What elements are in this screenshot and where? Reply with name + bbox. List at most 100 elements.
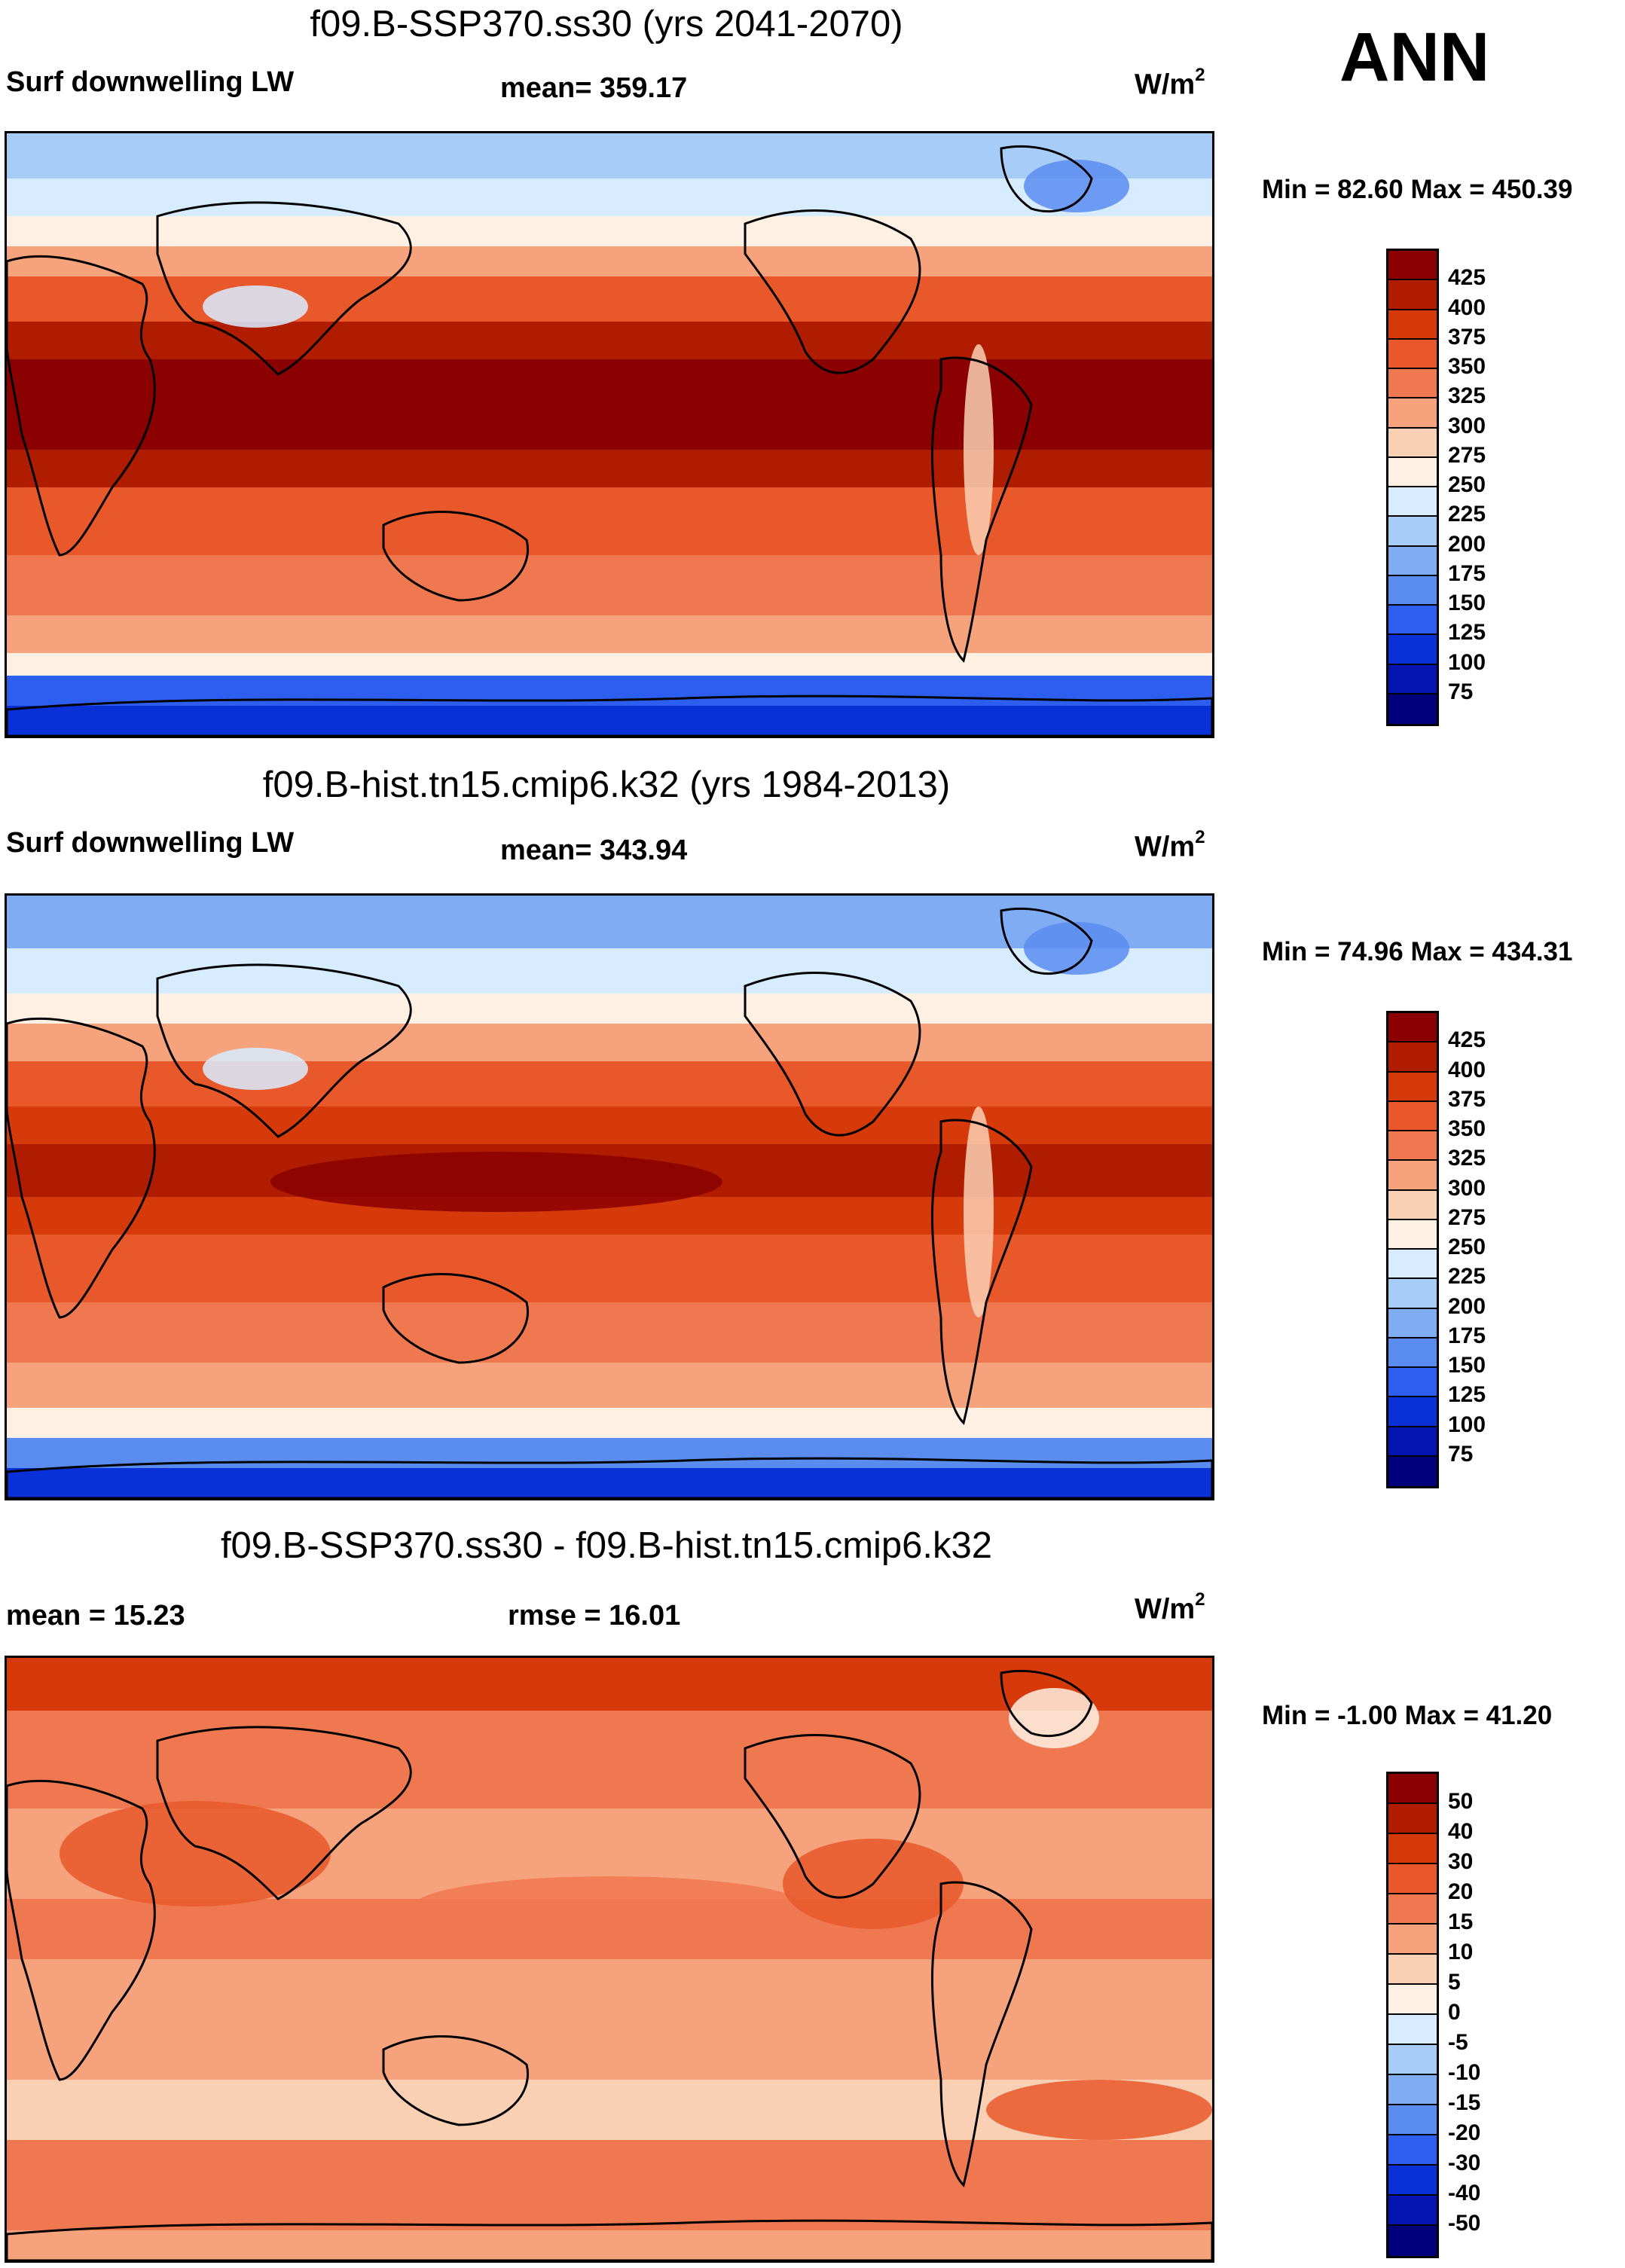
colorbar-tick-label: -30: [1448, 2150, 1481, 2175]
panel-3-title: f09.B-SSP370.ss30 - f09.B-hist.tn15.cmip…: [220, 1525, 993, 1566]
colorbar-swatch: [1388, 1368, 1437, 1398]
coastline: [930, 1881, 1033, 2187]
panel-3-rmse-label: rmse = 16.01: [508, 1600, 681, 1632]
colorbar-tick-label: 75: [1448, 1441, 1474, 1467]
colorbar-swatch: [1388, 2015, 1437, 2045]
coastline: [930, 1119, 1033, 1425]
colorbar-swatch: [1388, 428, 1437, 458]
panel-2-colorbar: [1386, 1011, 1439, 1488]
colorbar-tick-label: -10: [1448, 2060, 1481, 2085]
field-band: [7, 1658, 1212, 1711]
coastline: [156, 201, 412, 376]
coastline: [7, 1779, 156, 2081]
panel-1-map: [5, 131, 1214, 738]
colorbar-tick-label: 175: [1448, 1323, 1486, 1348]
panel-1-title: f09.B-SSP370.ss30 (yrs 2041-2070): [310, 4, 903, 44]
colorbar-swatch: [1388, 1072, 1437, 1102]
field-band: [7, 246, 1212, 276]
field-blob: [964, 344, 994, 555]
colorbar-tick-label: 325: [1448, 1146, 1486, 1171]
colorbar-tick-label: -15: [1448, 2090, 1481, 2115]
field-blob: [60, 1801, 331, 1906]
colorbar-tick-label: 350: [1448, 354, 1486, 379]
panel-2-map-svg: [7, 896, 1212, 1498]
field-band: [7, 706, 1212, 736]
panel-3-min-max: Min = -1.00 Max = 41.20: [1262, 1701, 1553, 1730]
colorbar-swatch: [1388, 1955, 1437, 1985]
colorbar-swatch: [1388, 2105, 1437, 2135]
field-band: [7, 1302, 1212, 1363]
colorbar-swatch: [1388, 310, 1437, 340]
coastline: [382, 511, 529, 602]
coastline: [1000, 145, 1093, 213]
colorbar-tick-label: 275: [1448, 1204, 1486, 1230]
colorbar-swatch: [1388, 1042, 1437, 1073]
field-band: [7, 133, 1212, 179]
colorbar-tick-label: 350: [1448, 1116, 1486, 1141]
colorbar-tick-label: 300: [1448, 413, 1486, 438]
field-band: [7, 179, 1212, 216]
field-band: [7, 450, 1212, 487]
colorbar-swatch: [1388, 339, 1437, 369]
field-blob: [414, 1876, 805, 1937]
colorbar-swatch: [1388, 1774, 1437, 1804]
colorbar-tick-label: 300: [1448, 1175, 1486, 1201]
panel-2-map: [5, 893, 1214, 1500]
panel-3-mean-label: mean = 15.23: [6, 1600, 185, 1632]
colorbar-swatch: [1388, 546, 1437, 576]
season-label: ANN: [1339, 19, 1490, 96]
colorbar-tick-label: 20: [1448, 1879, 1474, 1904]
colorbar-tick-label: 100: [1448, 649, 1486, 675]
colorbar-swatch: [1388, 1894, 1437, 1925]
coastline: [7, 1457, 1212, 1498]
panel-2-unit-label: W/m2: [1135, 827, 1205, 863]
field-blob: [986, 2080, 1212, 2140]
colorbar-swatch: [1388, 1279, 1437, 1309]
coastline: [382, 2035, 529, 2126]
colorbar-tick-label: -5: [1448, 2030, 1468, 2055]
field-band: [7, 615, 1212, 653]
field-blob: [1024, 160, 1129, 212]
field-blob: [203, 285, 308, 328]
panel-3-colorbar: [1386, 1772, 1439, 2258]
coastline: [156, 1726, 412, 1900]
colorbar-tick-label: 275: [1448, 442, 1486, 468]
colorbar-swatch: [1388, 517, 1437, 547]
colorbar-swatch: [1388, 1338, 1437, 1368]
colorbar-swatch: [1388, 1161, 1437, 1191]
colorbar-tick-label: 75: [1448, 679, 1474, 704]
colorbar-tick-label: 225: [1448, 1264, 1486, 1290]
colorbar-swatch: [1388, 369, 1437, 399]
coastline: [744, 972, 921, 1137]
colorbar-tick-label: -20: [1448, 2120, 1481, 2145]
colorbar-tick-label: -40: [1448, 2181, 1481, 2205]
colorbar-swatch: [1388, 487, 1437, 517]
colorbar-swatch: [1388, 635, 1437, 665]
colorbar-tick-label: 200: [1448, 1293, 1486, 1319]
field-band: [7, 1061, 1212, 1107]
colorbar-swatch: [1388, 1985, 1437, 2015]
coastline: [744, 1734, 921, 1899]
field-band: [7, 1468, 1212, 1498]
colorbar-tick-label: 150: [1448, 1353, 1486, 1378]
colorbar-tick-label: 15: [1448, 1909, 1474, 1934]
coastline: [930, 356, 1033, 663]
colorbar-swatch: [1388, 398, 1437, 429]
panel-2-mean-label: mean= 343.94: [500, 835, 688, 866]
panel-1-mean-label: mean= 359.17: [500, 72, 688, 104]
colorbar-swatch: [1388, 664, 1437, 694]
colorbar-tick-label: 0: [1448, 2000, 1461, 2025]
coastline: [382, 1273, 529, 1364]
colorbar-tick-label: 125: [1448, 1382, 1486, 1408]
field-blob: [203, 1048, 308, 1090]
colorbar-swatch: [1388, 1925, 1437, 1955]
field-band: [7, 994, 1212, 1024]
colorbar-tick-label: 425: [1448, 1027, 1486, 1053]
field-band: [7, 1107, 1212, 1144]
panel-2-min-max: Min = 74.96 Max = 434.31: [1262, 937, 1573, 966]
colorbar-tick-label: 400: [1448, 295, 1486, 320]
colorbar-tick-label: 100: [1448, 1412, 1486, 1437]
colorbar-tick-label: 400: [1448, 1057, 1486, 1082]
colorbar-swatch: [1388, 1427, 1437, 1457]
field-band: [7, 2004, 1212, 2080]
